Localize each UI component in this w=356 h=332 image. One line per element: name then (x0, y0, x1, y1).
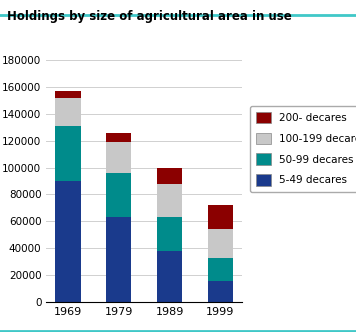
Bar (55, 181, 80, 302)
Bar (106, 173, 131, 217)
Bar (157, 217, 182, 251)
Bar (55, 126, 80, 181)
Bar (55, 91, 80, 98)
Bar (157, 168, 182, 184)
Bar (208, 229, 233, 258)
Bar (208, 258, 233, 281)
Bar (208, 281, 233, 302)
Bar (208, 205, 233, 229)
Bar (157, 184, 182, 217)
Bar (157, 251, 182, 302)
Bar (106, 217, 131, 302)
Text: Holdings by size of agricultural area in use: Holdings by size of agricultural area in… (7, 10, 292, 23)
Legend: 200- decares, 100-199 decares, 50-99 decares, 5-49 decares: 200- decares, 100-199 decares, 50-99 dec… (250, 106, 356, 192)
Bar (106, 142, 131, 173)
Bar (106, 132, 131, 142)
Bar (55, 98, 80, 126)
